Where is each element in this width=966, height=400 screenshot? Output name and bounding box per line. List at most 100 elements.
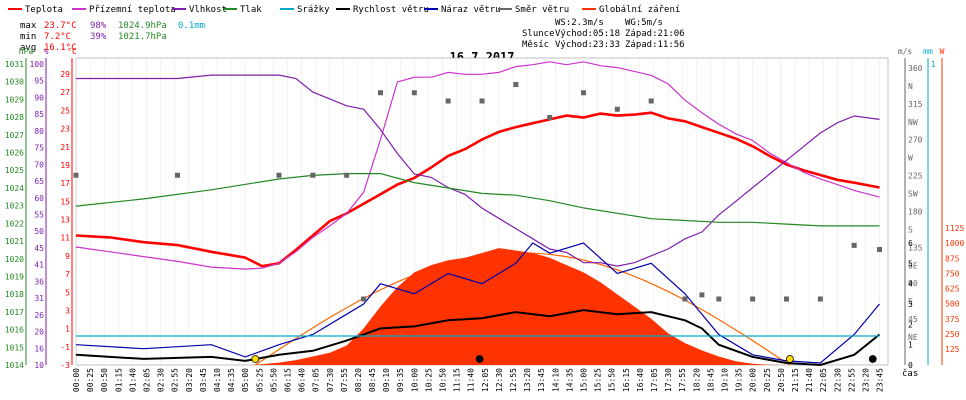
x-tick-label: 11:40 — [467, 368, 476, 392]
x-tick-label: 07:05 — [312, 368, 321, 392]
dir-axis-tick: 90 — [908, 279, 918, 288]
pct-axis-tick: 60 — [34, 194, 44, 203]
x-tick-label: 23:45 — [876, 368, 885, 392]
x-tick-label: 07:55 — [340, 368, 349, 392]
series-smer-vetru-point — [547, 115, 553, 120]
series-p-zemn-teplota-line — [75, 61, 880, 270]
legend-label: Směr větru — [515, 5, 569, 15]
series-smer-vetru-point — [344, 172, 350, 178]
hpa-axis-tick: 1026 — [5, 149, 24, 158]
wind-axis-tick: 2 — [908, 320, 913, 329]
x-tick-label: 15:00 — [580, 368, 589, 392]
temp-axis-tick: 1 — [65, 325, 70, 334]
series-smer-vetru-point — [581, 90, 586, 96]
series-smer-vetru-point — [648, 98, 654, 104]
wind-axis-tick: 4 — [908, 280, 913, 289]
series-smer-vetru-point — [682, 296, 688, 302]
x-tick-label: 19:10 — [720, 368, 729, 392]
x-tick-label: 10:00 — [410, 368, 419, 392]
pct-axis-tick: 16 — [34, 344, 44, 353]
pct-axis-tick: 10 — [34, 361, 44, 370]
temp-axis-tick: 29 — [60, 70, 70, 79]
rad-axis-tick: 875 — [945, 254, 960, 263]
stat-max-label: max — [20, 21, 37, 31]
temp-axis-tick: 7 — [65, 270, 70, 279]
hpa-axis-tick: 1020 — [5, 255, 24, 264]
rad-axis-tick: 1125 — [945, 224, 964, 233]
series-smer-vetru-point — [276, 172, 282, 178]
stat-max-temp: 23.7°C — [44, 21, 77, 31]
x-tick-label: 06:40 — [298, 368, 307, 392]
x-tick-label: 18:45 — [706, 368, 715, 392]
x-tick-label: 05:00 — [241, 368, 250, 392]
x-tick-label: 01:40 — [128, 368, 137, 392]
x-tick-label: 03:45 — [199, 368, 208, 392]
stat-avg-label: avg — [20, 43, 36, 53]
x-tick-label: 20:50 — [777, 368, 786, 392]
pct-axis-tick: 65 — [34, 177, 44, 186]
series-n-raz-v-tru-line — [75, 242, 880, 364]
pct-axis-tick: 26 — [34, 311, 44, 320]
series-smer-vetru-point — [699, 292, 705, 298]
x-tick-label: 04:10 — [213, 368, 222, 392]
dir-axis-tick: 315 — [908, 100, 923, 109]
legend-label: Rychlost větru — [353, 5, 429, 15]
x-tick-label: 14:10 — [551, 368, 560, 392]
hpa-axis-tick: 1014 — [5, 361, 24, 370]
pct-axis-title: % — [44, 47, 49, 56]
series-smer-vetru-point — [411, 90, 417, 96]
x-tick-label: 02:30 — [157, 368, 166, 392]
x-tick-label: 04:35 — [227, 368, 236, 392]
x-tick-label: 20:25 — [763, 368, 772, 392]
dir-axis-tick: 360 — [908, 64, 923, 73]
legend-label: Teplota — [25, 5, 63, 15]
dir-axis-tick: 270 — [908, 136, 923, 145]
pct-axis-tick: 75 — [34, 144, 44, 153]
dir-axis-tick: W — [908, 154, 913, 163]
stat-max-press: 1024.9hPa — [118, 21, 167, 31]
pct-axis-tick: 95 — [34, 77, 44, 86]
rad-axis-tick: 625 — [945, 285, 960, 294]
temp-axis-tick: 23 — [60, 125, 70, 134]
series-smer-vetru-point — [851, 242, 857, 248]
stat-min-label: min — [20, 32, 36, 42]
series-tlak-line — [75, 173, 880, 227]
info-ws: WS:2.3m/s — [555, 18, 604, 28]
hpa-axis-tick: 1024 — [5, 184, 24, 193]
legend-label: Přízemní teplota — [89, 5, 176, 15]
plot-area — [73, 61, 883, 367]
rad-axis-tick: 500 — [945, 300, 960, 309]
x-tick-label: 13:45 — [537, 368, 546, 392]
x-tick-label: 16:40 — [636, 368, 645, 392]
x-tick-label: 00:25 — [86, 368, 95, 392]
hpa-axis-tick: 1022 — [5, 219, 24, 228]
x-tick-label: 02:05 — [142, 368, 151, 392]
series-smer-vetru-point — [378, 90, 383, 96]
hpa-axis-tick: 1018 — [5, 290, 24, 299]
stat-min-hum: 39% — [90, 32, 107, 42]
x-tick-label: 19:35 — [735, 368, 744, 392]
x-tick-label: 09:35 — [396, 368, 405, 392]
temp-axis-tick: 5 — [65, 288, 70, 297]
hpa-axis-title: hPa — [19, 47, 34, 56]
dir-axis-tick: N — [908, 82, 913, 91]
info-moon-label: Měsíc — [522, 40, 549, 50]
hpa-axis-tick: 1017 — [5, 308, 24, 317]
info-moonrise: Východ:23:33 — [555, 40, 620, 50]
legend-label: Náraz větru — [441, 5, 501, 15]
x-tick-label: 07:30 — [326, 368, 335, 392]
hpa-axis-tick: 1028 — [5, 113, 24, 122]
moonset-marker — [475, 355, 484, 363]
hpa-axis-tick: 1016 — [5, 326, 24, 335]
x-axis-label: čas — [902, 368, 918, 379]
stat-min-press: 1021.7hPa — [118, 32, 167, 42]
temp-axis-tick: 27 — [60, 88, 70, 97]
temp-axis-tick: -3 — [60, 361, 70, 370]
hpa-axis-tick: 1031 — [5, 60, 24, 69]
pct-axis-tick: 80 — [34, 127, 44, 136]
rad-axis-tick: 375 — [945, 315, 960, 324]
temp-axis-title: °C — [67, 47, 77, 56]
stat-max-rain: 0.1mm — [178, 21, 205, 31]
dir-axis-tick: SE — [908, 261, 918, 270]
